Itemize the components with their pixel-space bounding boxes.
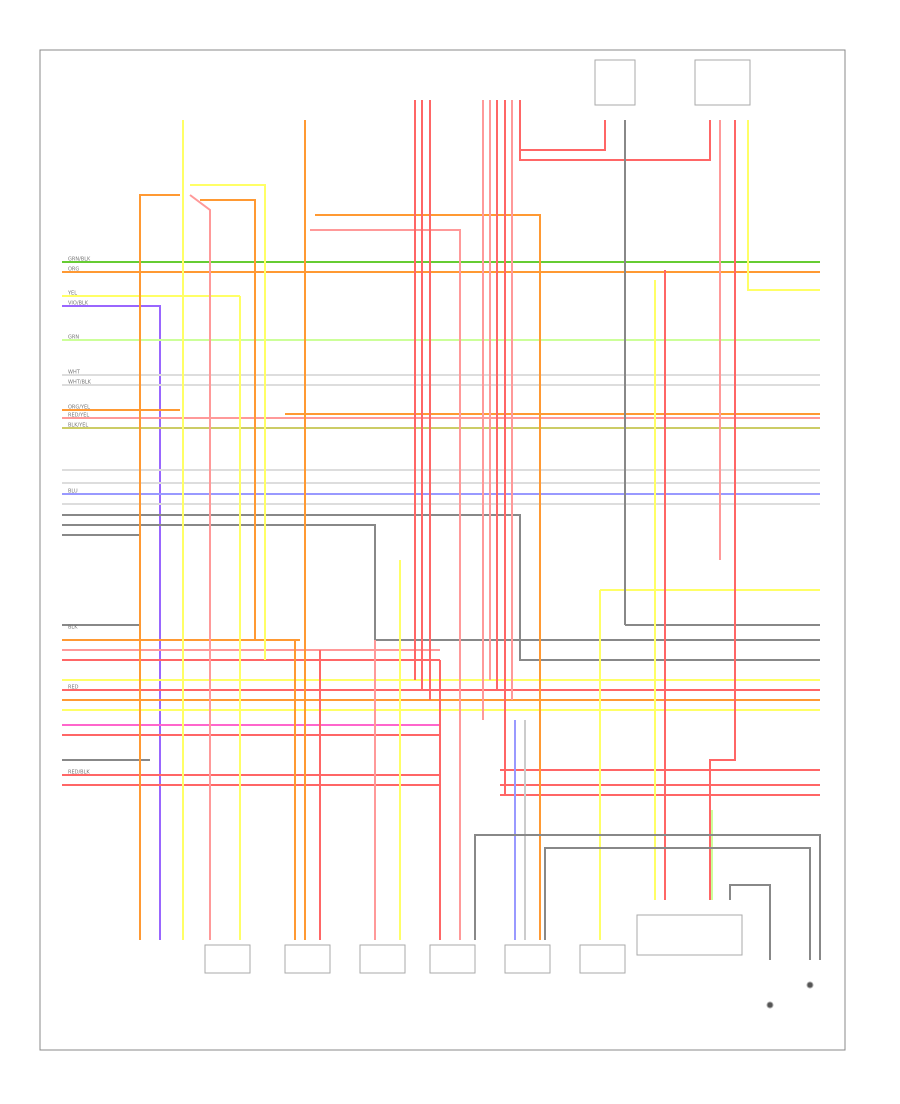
wire-label: RED/BLK (68, 770, 90, 776)
wire-label: VIO/BLK (68, 301, 89, 307)
wire-label: BLU (68, 489, 78, 495)
wire-labels: GRN/BLK ORG YEL VIO/BLK GRN WHT WHT/BLK … (67, 257, 92, 776)
frame (39, 49, 846, 1051)
wire-label: WHT/BLK (68, 380, 92, 386)
wire-label: ORG (68, 267, 79, 273)
wire-label: WHT (68, 370, 81, 376)
wire-label: RED (68, 685, 79, 691)
wire-label: BLK (68, 625, 78, 631)
components (204, 59, 814, 1009)
wire-label: RED/YEL (68, 413, 89, 419)
wire-label: GRN/BLK (68, 257, 91, 263)
wire-label: ORG/YEL (68, 405, 90, 411)
wire-label: GRN (68, 335, 79, 341)
vertical-wires (139, 100, 821, 960)
wire-label: YEL (67, 291, 77, 297)
wire-label: BLK/YEL (68, 423, 88, 429)
